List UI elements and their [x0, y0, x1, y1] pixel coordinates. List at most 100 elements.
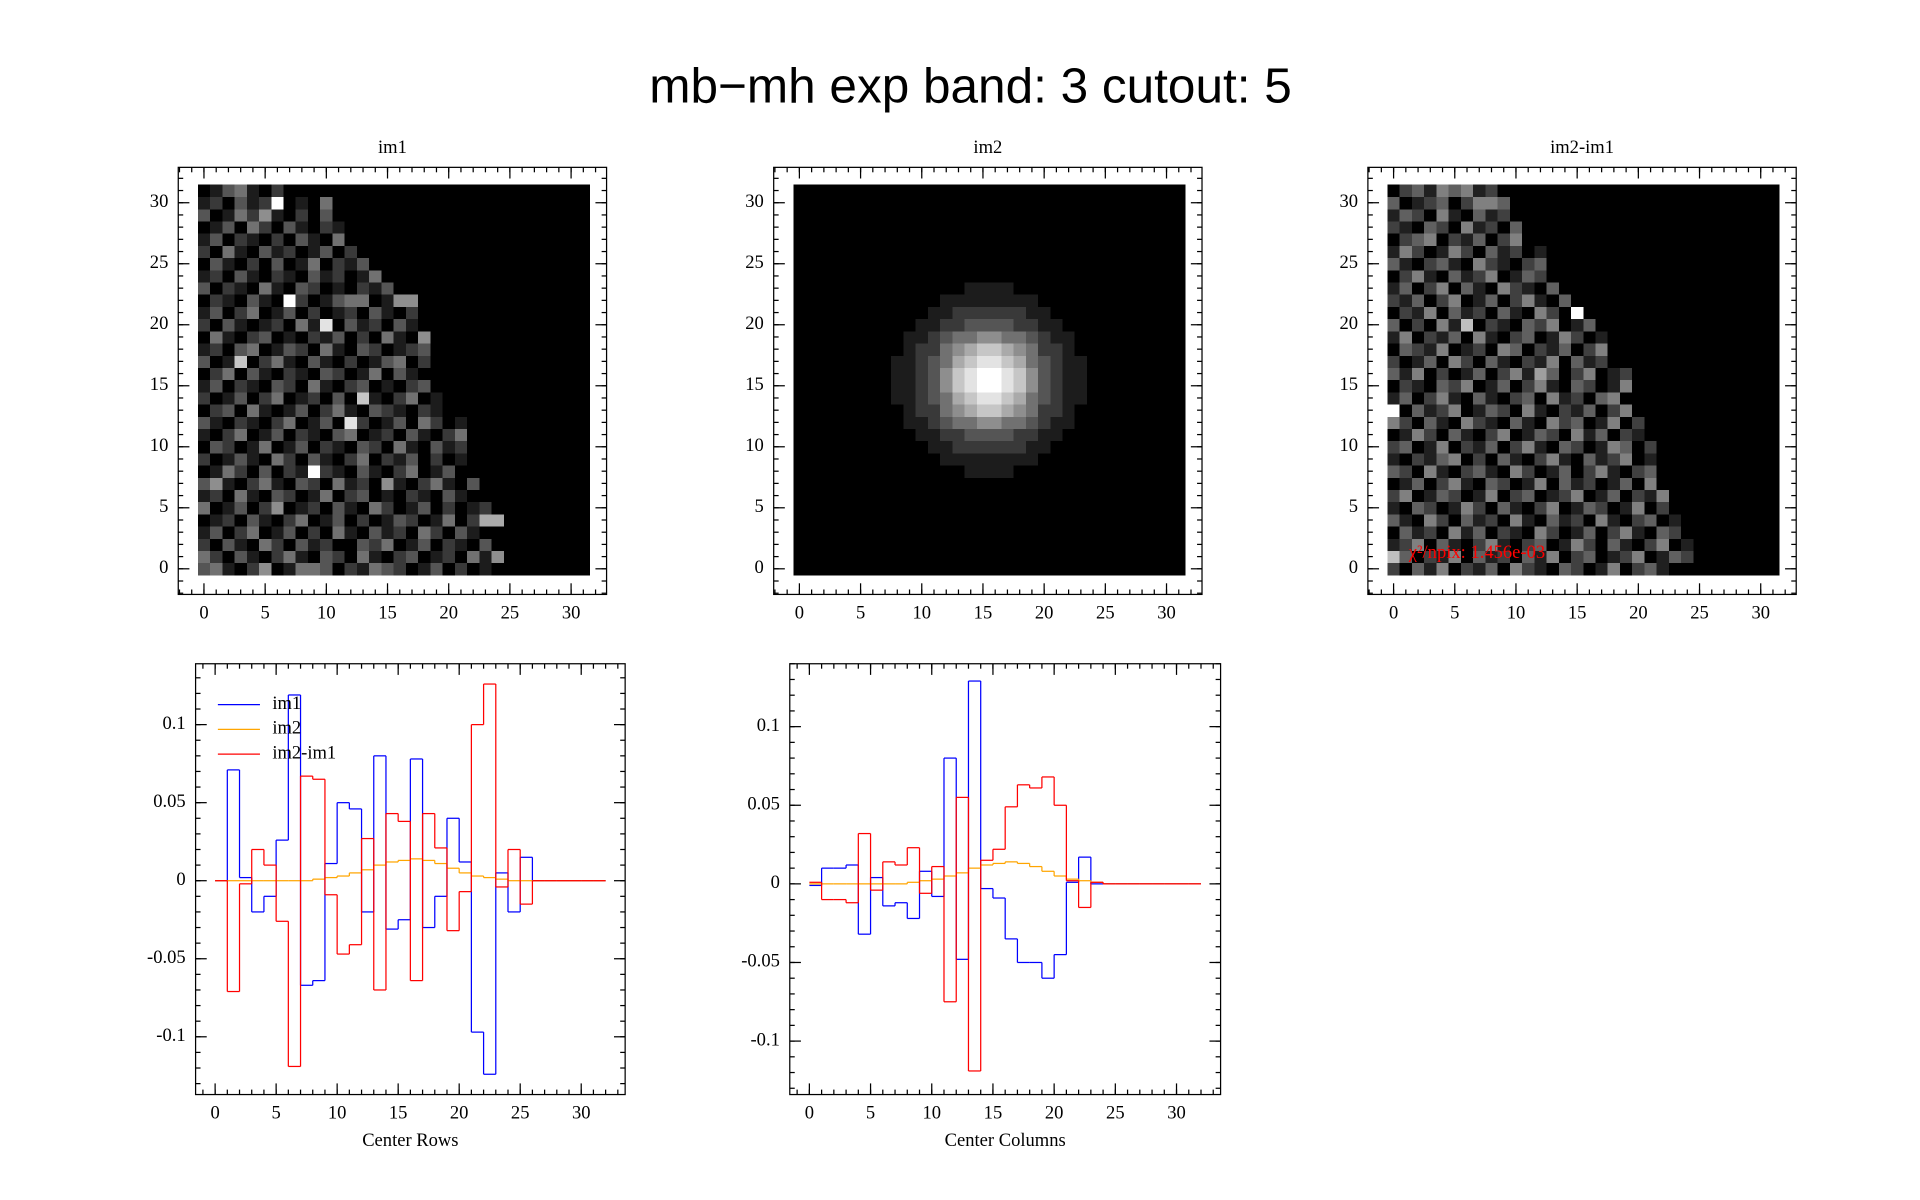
pixel — [1558, 562, 1572, 576]
pixel — [1074, 465, 1088, 478]
pixel — [1571, 269, 1584, 283]
pixel — [866, 501, 880, 515]
pixel — [1656, 367, 1670, 381]
pixel — [491, 391, 505, 405]
pixel — [1546, 452, 1560, 466]
pixel — [952, 550, 966, 564]
pixel — [952, 282, 966, 295]
pixel — [1558, 501, 1572, 515]
pixel — [964, 184, 978, 198]
pixel — [1730, 367, 1743, 381]
pixel — [1693, 465, 1707, 478]
pixel — [1074, 257, 1088, 271]
pixel — [1038, 440, 1051, 454]
pixel — [564, 404, 578, 417]
pixel — [540, 428, 554, 442]
pixel — [1681, 465, 1694, 478]
pixel — [1062, 550, 1076, 564]
pixel — [210, 416, 223, 429]
pixel — [295, 550, 309, 564]
pixel — [1135, 428, 1149, 442]
pixel — [1411, 416, 1425, 429]
pixel — [1038, 221, 1051, 234]
pixel — [271, 221, 284, 234]
pixel — [1473, 245, 1486, 259]
pixel — [1766, 550, 1780, 564]
pixel — [940, 428, 953, 442]
pixel — [197, 404, 211, 417]
pixel — [295, 513, 309, 527]
pixel — [1571, 245, 1584, 259]
pixel — [1399, 562, 1413, 576]
pixel — [1644, 245, 1658, 259]
pixel — [356, 306, 370, 320]
pixel — [1411, 440, 1425, 454]
pixel — [503, 538, 517, 551]
pixel — [1693, 513, 1707, 527]
pixel — [1656, 282, 1670, 295]
pixel — [1460, 196, 1474, 210]
pixel — [952, 404, 966, 417]
pixel — [1387, 550, 1401, 564]
pixel — [467, 306, 480, 320]
pixel — [1399, 367, 1413, 381]
pixel — [271, 318, 284, 332]
pixel — [1730, 269, 1743, 283]
pixel — [1668, 404, 1682, 417]
pixel — [1411, 550, 1425, 564]
pixel — [283, 221, 297, 234]
pixel — [1595, 465, 1609, 478]
pixel — [564, 501, 578, 515]
pixel — [1001, 526, 1015, 539]
pixel — [332, 379, 346, 393]
y-tick-label: 25 — [745, 252, 764, 273]
pixel — [222, 513, 236, 527]
pixel — [516, 282, 529, 295]
pixel — [1583, 282, 1597, 295]
pixel — [793, 404, 807, 417]
pixel — [516, 489, 529, 503]
pixel — [540, 489, 554, 503]
pixel — [1086, 282, 1100, 295]
pixel — [1025, 428, 1039, 442]
pixel — [1172, 391, 1186, 405]
pixel — [344, 233, 358, 246]
pixel — [793, 416, 807, 429]
pixel — [1522, 294, 1535, 307]
pixel — [1399, 221, 1413, 234]
pixel — [793, 245, 807, 259]
pixel — [1766, 440, 1780, 454]
pixel — [1123, 416, 1137, 429]
pixel — [1766, 404, 1780, 417]
pixel — [332, 257, 346, 271]
x-tick-label: 25 — [511, 1103, 530, 1124]
pixel — [467, 233, 480, 246]
x-tick-label: 30 — [1157, 603, 1176, 624]
pixel — [1497, 221, 1511, 234]
pixel — [952, 562, 966, 576]
pixel — [793, 538, 807, 551]
pixel — [442, 440, 456, 454]
pixel — [564, 196, 578, 210]
pixel — [430, 343, 444, 356]
pixel — [381, 257, 395, 271]
pixel — [891, 391, 904, 405]
pixel — [307, 489, 321, 503]
pixel — [940, 477, 953, 490]
pixel — [1172, 416, 1186, 429]
pixel — [1460, 538, 1474, 551]
pixel — [1546, 440, 1560, 454]
pixel — [307, 221, 321, 234]
pixel — [1509, 355, 1523, 368]
pixel — [516, 440, 529, 454]
pixel — [356, 196, 370, 210]
pixel — [805, 282, 819, 295]
pixel — [197, 538, 211, 551]
pixel — [1705, 416, 1719, 429]
pixel — [866, 379, 880, 393]
pixel — [1742, 355, 1756, 368]
pixel — [1497, 379, 1511, 393]
pixel — [283, 245, 297, 259]
pixel — [467, 282, 480, 295]
